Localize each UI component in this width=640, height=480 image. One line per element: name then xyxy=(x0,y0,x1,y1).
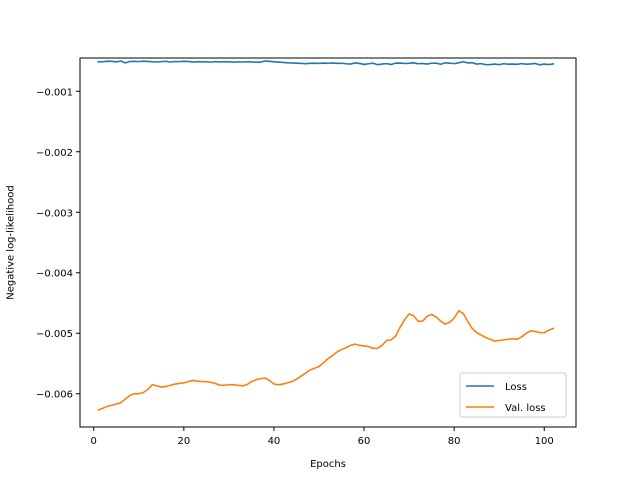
x-tick-label: 80 xyxy=(448,436,461,447)
plot-frame xyxy=(79,57,577,428)
x-tick-label: 40 xyxy=(268,436,281,447)
legend-label: Loss xyxy=(505,382,527,393)
y-axis-label: Negative log-likelihood xyxy=(6,185,17,300)
y-tick-label: −0.002 xyxy=(36,148,73,159)
y-tick-label: −0.001 xyxy=(36,87,73,98)
series-layer xyxy=(97,60,555,412)
y-tick-label: −0.003 xyxy=(36,208,73,219)
x-tick-label: 100 xyxy=(535,436,554,447)
legend: Loss Val. loss xyxy=(459,372,567,418)
x-axis: 0 20 40 60 80 100 xyxy=(91,427,554,447)
x-tick-label: 20 xyxy=(177,436,190,447)
legend-label: Val. loss xyxy=(505,403,546,414)
legend-box xyxy=(459,372,567,418)
y-tick-label: −0.004 xyxy=(36,269,73,280)
x-tick-label: 0 xyxy=(91,436,97,447)
x-tick-label: 60 xyxy=(358,436,371,447)
y-tick-label: −0.006 xyxy=(36,390,73,401)
y-axis: −0.006 −0.005 −0.004 −0.003 −0.002 −0.001 xyxy=(36,87,80,401)
series-line-loss xyxy=(97,60,555,66)
x-axis-label: Epochs xyxy=(310,459,346,470)
y-tick-label: −0.005 xyxy=(36,329,73,340)
series-line-val-loss xyxy=(97,310,555,412)
